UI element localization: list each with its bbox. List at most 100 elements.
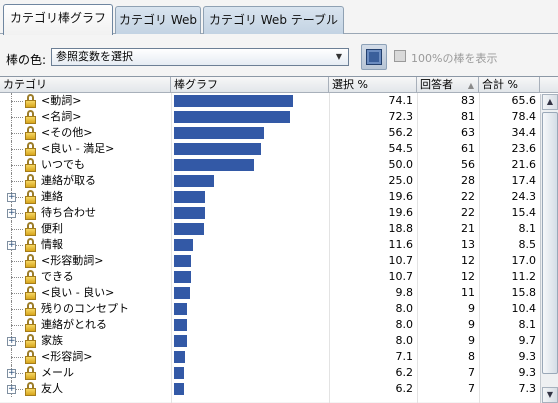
respondents-cell: 13 <box>461 238 475 251</box>
table-row[interactable]: 便利 18.8 21 8.1 <box>0 221 540 237</box>
table-row[interactable]: いつでも 50.0 56 21.6 <box>0 157 540 173</box>
column-divider <box>171 93 172 403</box>
vertical-scrollbar[interactable]: ▲ ▼ <box>540 94 558 403</box>
total-percent-cell: 17.4 <box>511 174 537 187</box>
percent-cell: 74.1 <box>388 94 414 107</box>
table-row[interactable]: + 待ち合わせ 19.6 22 15.4 <box>0 205 540 221</box>
lock-icon <box>25 222 36 236</box>
percent-cell: 6.2 <box>395 366 414 379</box>
table-row[interactable]: + 家族 8.0 9 9.7 <box>0 333 540 349</box>
percent-cell: 56.2 <box>388 126 414 139</box>
lock-icon <box>25 142 36 156</box>
table-row[interactable]: <形容詞> 7.1 8 9.3 <box>0 349 540 365</box>
percent-cell: 72.3 <box>388 110 414 123</box>
tree-line <box>11 133 23 134</box>
column-header-category[interactable]: カテゴリ <box>0 77 171 93</box>
respondents-cell: 22 <box>461 190 475 203</box>
table-row[interactable]: + 情報 11.6 13 8.5 <box>0 237 540 253</box>
table-row[interactable]: + メール 6.2 7 9.3 <box>0 365 540 381</box>
column-divider <box>479 93 480 403</box>
percent-cell: 8.0 <box>395 318 414 331</box>
column-header-bar[interactable]: 棒グラフ <box>171 77 329 93</box>
lock-icon <box>25 382 36 396</box>
percent-bar <box>174 303 187 315</box>
table-row[interactable]: <良い - 満足> 54.5 61 23.6 <box>0 141 540 157</box>
percent-cell: 7.1 <box>395 350 414 363</box>
scrollbar-thumb[interactable] <box>542 112 558 374</box>
respondents-cell: 7 <box>468 366 475 379</box>
tree-line <box>11 389 23 390</box>
tab-category-web-table[interactable]: カテゴリ Web テーブル <box>203 6 344 34</box>
total-percent-cell: 7.3 <box>518 382 537 395</box>
percent-bar <box>174 351 185 363</box>
percent-bar <box>174 191 205 203</box>
percent-cell: 8.0 <box>395 334 414 347</box>
percent-bar <box>174 143 261 155</box>
tree-line <box>11 181 23 182</box>
category-label: 家族 <box>41 334 63 347</box>
percent-cell: 19.6 <box>388 206 414 219</box>
bar-color-select[interactable]: 参照変数を選択 ▼ <box>51 48 349 66</box>
scroll-down-button[interactable]: ▼ <box>542 387 558 403</box>
column-header-count-label: 回答者 <box>420 78 453 91</box>
total-percent-cell: 15.4 <box>511 206 537 219</box>
category-label: <形容詞> <box>41 350 93 363</box>
column-header-pct[interactable]: 選択 % <box>329 77 417 93</box>
tree-line <box>11 277 23 278</box>
column-header-count[interactable]: 回答者 ▲ <box>417 77 479 93</box>
total-percent-cell: 65.6 <box>511 94 537 107</box>
column-divider <box>417 93 418 403</box>
column-header-category-label: カテゴリ <box>3 78 47 91</box>
tab-strip: カテゴリ棒グラフ カテゴリ Web カテゴリ Web テーブル <box>0 0 558 35</box>
table-row[interactable]: 残りのコンセプト 8.0 9 10.4 <box>0 301 540 317</box>
lock-icon <box>25 158 36 172</box>
total-percent-cell: 21.6 <box>511 158 537 171</box>
tab-category-web[interactable]: カテゴリ Web <box>115 6 201 34</box>
table-row[interactable]: <動詞> 74.1 83 65.6 <box>0 93 540 109</box>
table-row[interactable]: 連絡が取る 25.0 28 17.4 <box>0 173 540 189</box>
lock-icon <box>25 366 36 380</box>
table-row[interactable]: できる 10.7 12 11.2 <box>0 269 540 285</box>
respondents-cell: 7 <box>468 382 475 395</box>
total-percent-cell: 24.3 <box>511 190 537 203</box>
total-percent-cell: 78.4 <box>511 110 537 123</box>
table-row[interactable]: <その他> 56.2 63 34.4 <box>0 125 540 141</box>
bar-color-label: 棒の色: <box>6 53 47 67</box>
color-picker-button[interactable] <box>361 44 387 70</box>
column-header-total[interactable]: 合計 % <box>479 77 540 93</box>
expand-icon[interactable]: + <box>7 368 16 378</box>
total-percent-cell: 8.5 <box>518 238 537 251</box>
expand-icon[interactable]: + <box>7 240 16 250</box>
percent-bar <box>174 287 190 299</box>
lock-icon <box>25 334 36 348</box>
column-header-bar-label: 棒グラフ <box>174 78 218 91</box>
category-label: いつでも <box>41 158 85 171</box>
percent-bar <box>174 127 264 139</box>
table-row[interactable]: 連絡がとれる 8.0 9 8.1 <box>0 317 540 333</box>
expand-icon[interactable]: + <box>7 208 16 218</box>
show-100-checkbox[interactable] <box>394 50 406 62</box>
percent-bar <box>174 239 193 251</box>
table-row[interactable]: <名詞> 72.3 81 78.4 <box>0 109 540 125</box>
lock-icon <box>25 110 36 124</box>
table-row[interactable]: <良い - 良い> 9.8 11 15.8 <box>0 285 540 301</box>
tree-line <box>11 325 23 326</box>
color-swatch-icon <box>366 49 382 65</box>
expand-icon[interactable]: + <box>7 384 16 394</box>
table-row[interactable]: <形容動詞> 10.7 12 17.0 <box>0 253 540 269</box>
expand-icon[interactable]: + <box>7 192 16 202</box>
percent-cell: 11.6 <box>388 238 414 251</box>
tree-line <box>11 261 23 262</box>
table-body: <動詞> 74.1 83 65.6 <名詞> 72.3 81 78.4 <その他> 56.2 63 3… <box>0 93 540 397</box>
percent-bar <box>174 175 214 187</box>
chevron-down-icon[interactable]: ▼ <box>335 52 343 61</box>
scroll-up-button[interactable]: ▲ <box>542 94 558 110</box>
expand-icon[interactable]: + <box>7 336 16 346</box>
percent-bar <box>174 95 293 107</box>
total-percent-cell: 9.3 <box>518 366 537 379</box>
tab-category-bar[interactable]: カテゴリ棒グラフ <box>3 4 113 35</box>
table-row[interactable]: + 友人 6.2 7 7.3 <box>0 381 540 397</box>
category-label: <動詞> <box>41 94 82 107</box>
lock-icon <box>25 206 36 220</box>
table-row[interactable]: + 連絡 19.6 22 24.3 <box>0 189 540 205</box>
